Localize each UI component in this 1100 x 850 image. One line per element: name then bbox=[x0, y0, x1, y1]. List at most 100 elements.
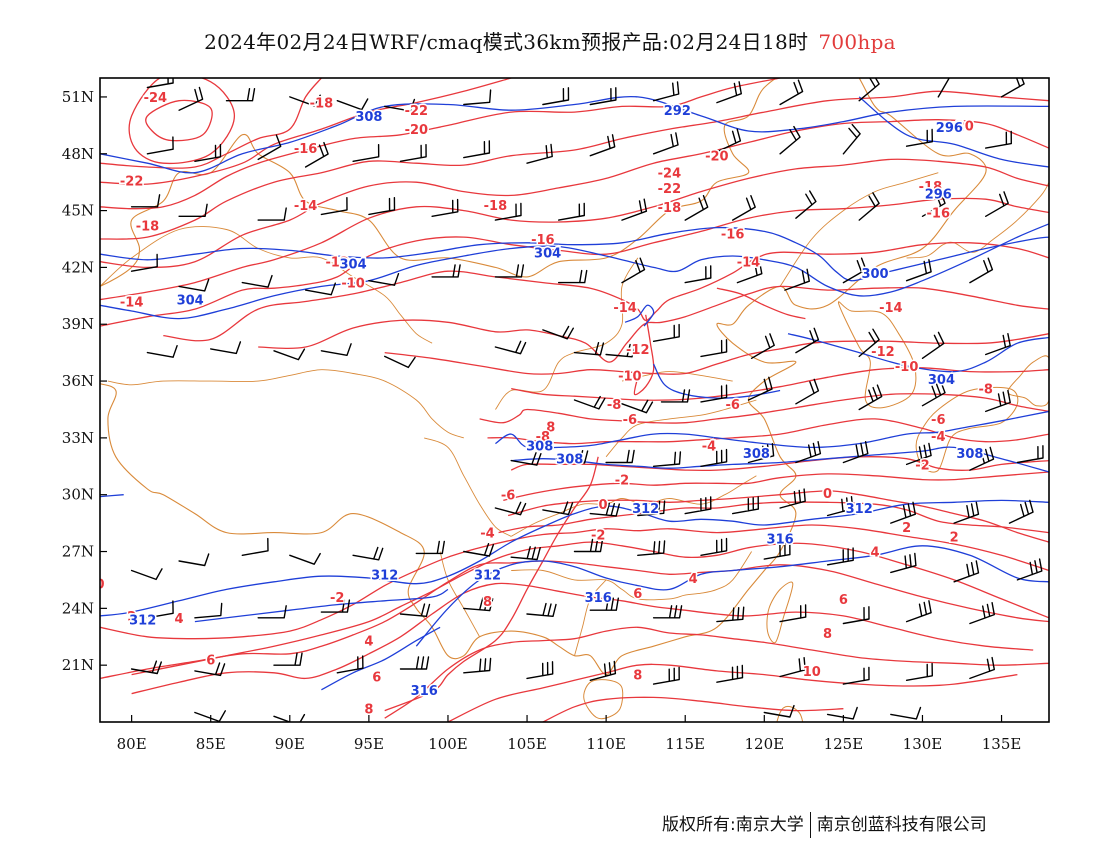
boundary-line bbox=[766, 581, 794, 644]
lon-tick-label: 85E bbox=[196, 735, 226, 753]
wind-barb bbox=[384, 355, 416, 369]
temperature-label: -4 bbox=[480, 527, 494, 542]
lat-tick-label: 36N bbox=[62, 372, 94, 390]
temperature-label: 8 bbox=[483, 595, 492, 610]
wind-barb bbox=[178, 203, 208, 217]
title-text: 2024年02月24日WRF/cmaq模式36km预报产品:02月24日18时 bbox=[204, 30, 809, 54]
wind-barb bbox=[415, 540, 445, 555]
temperature-label: -12 bbox=[626, 343, 650, 358]
temperature-label: -14 bbox=[613, 301, 637, 316]
wind-barb bbox=[558, 269, 588, 284]
wind-barb bbox=[225, 88, 256, 102]
wind-barb bbox=[130, 660, 162, 675]
height-label: 304 bbox=[339, 258, 366, 273]
height-label: 308 bbox=[556, 453, 583, 468]
wind-barb bbox=[542, 501, 574, 516]
wind-barb bbox=[652, 132, 679, 155]
wind-barb bbox=[320, 599, 351, 613]
wind-barb bbox=[210, 341, 242, 355]
wind-barb bbox=[1008, 499, 1034, 524]
height-contour bbox=[858, 96, 1049, 168]
boundary-line bbox=[100, 226, 433, 344]
wind-barb bbox=[747, 443, 775, 464]
height-label: 316 bbox=[411, 684, 438, 699]
wind-barb bbox=[842, 441, 869, 464]
boundary-line bbox=[776, 705, 804, 722]
temperature-contour bbox=[503, 471, 1049, 502]
height-contour bbox=[100, 226, 1049, 282]
wind-barb bbox=[826, 547, 854, 566]
map-plot-area: -24-22-18-14-18-22-20-16-14-12-10-18-16-… bbox=[100, 78, 1049, 722]
wind-barb bbox=[558, 202, 585, 221]
wind-barb bbox=[921, 380, 946, 407]
temperature-label: -6 bbox=[725, 398, 739, 413]
wind-barb bbox=[494, 202, 522, 221]
wind-barb bbox=[605, 343, 636, 358]
temperature-label: 2 bbox=[127, 610, 136, 625]
wind-barb bbox=[842, 606, 870, 625]
height-label: 312 bbox=[474, 568, 501, 583]
temperature-label: 6 bbox=[839, 593, 848, 608]
wind-barb bbox=[621, 198, 648, 221]
temperature-contour bbox=[716, 287, 806, 320]
wind-barb bbox=[605, 449, 635, 464]
wind-barb bbox=[320, 197, 348, 216]
temperature-label: -20 bbox=[705, 150, 729, 165]
temperature-label: 4 bbox=[689, 572, 698, 587]
wind-barb bbox=[700, 384, 728, 403]
wind-barb bbox=[921, 191, 946, 217]
temperature-contour bbox=[100, 78, 781, 210]
wind-barb bbox=[779, 488, 806, 509]
boundary-line bbox=[605, 399, 757, 458]
wind-barb bbox=[589, 134, 616, 157]
wind-barb bbox=[494, 340, 527, 355]
wind-barb bbox=[1016, 558, 1043, 581]
wind-barb bbox=[842, 257, 867, 284]
temperature-contour bbox=[384, 626, 1049, 719]
lat-tick-label: 30N bbox=[62, 486, 94, 504]
wind-barb bbox=[763, 704, 795, 718]
pressure-level-label: 700hpa bbox=[818, 30, 896, 54]
temperature-contour bbox=[131, 582, 1034, 695]
temperature-label: -8 bbox=[979, 383, 993, 398]
wind-barb bbox=[146, 345, 178, 358]
wind-barb bbox=[684, 265, 712, 284]
lon-tick-label: 95E bbox=[354, 735, 384, 753]
wind-barb bbox=[890, 706, 922, 720]
wind-barb bbox=[700, 448, 728, 467]
lat-tick-label: 45N bbox=[62, 202, 94, 220]
lat-tick-label: 33N bbox=[62, 429, 94, 447]
wind-barb bbox=[431, 198, 459, 217]
wind-barb bbox=[905, 600, 932, 623]
wind-barb bbox=[368, 273, 400, 286]
boundary-line bbox=[510, 475, 757, 537]
boundary-line bbox=[1007, 355, 1049, 407]
wind-barb bbox=[953, 501, 980, 524]
wind-barb bbox=[542, 325, 574, 340]
temperature-label: 0 bbox=[823, 487, 832, 502]
wind-barb bbox=[985, 191, 1009, 217]
lat-tick-label: 27N bbox=[62, 543, 94, 561]
temperature-label: -2 bbox=[915, 458, 929, 473]
wind-barb bbox=[684, 195, 709, 221]
lat-tick-label: 24N bbox=[62, 599, 94, 617]
wind-barb bbox=[463, 543, 495, 557]
temperature-label: -18 bbox=[484, 199, 508, 214]
temperature-contour bbox=[510, 456, 1049, 472]
wind-barb bbox=[178, 278, 210, 292]
wind-barb bbox=[573, 538, 604, 553]
temperature-contour bbox=[447, 663, 1018, 722]
height-contour bbox=[787, 333, 1049, 373]
wind-barb bbox=[826, 496, 854, 517]
wind-barb bbox=[194, 662, 226, 677]
map-frame bbox=[99, 77, 1050, 723]
temperature-label: 4 bbox=[364, 635, 373, 650]
temperature-label: 6 bbox=[372, 671, 381, 686]
wind-barb bbox=[905, 662, 933, 681]
wind-barb bbox=[905, 442, 932, 466]
wind-barb bbox=[573, 395, 606, 410]
height-label: 304 bbox=[928, 373, 955, 388]
lon-tick-label: 105E bbox=[507, 735, 547, 753]
temperature-label: 4 bbox=[870, 546, 879, 561]
height-contour-layer bbox=[100, 95, 1049, 691]
